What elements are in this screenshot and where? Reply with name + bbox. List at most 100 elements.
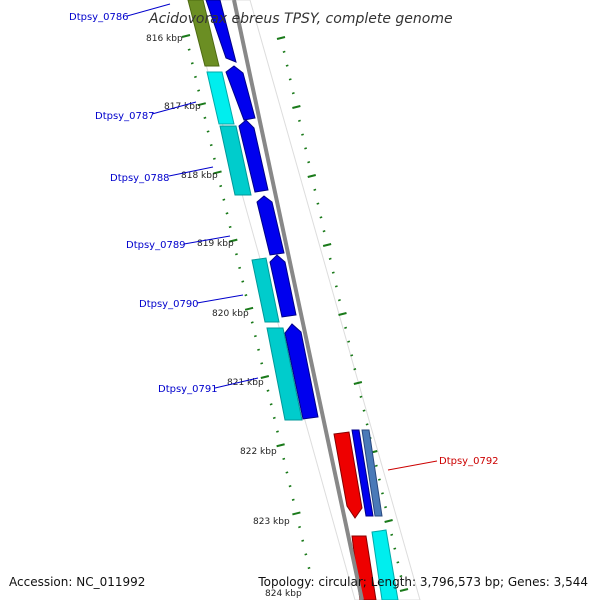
minor-tick xyxy=(390,533,394,536)
gene-label-0787[interactable]: Dtpsy_0787 xyxy=(95,111,155,122)
minor-tick xyxy=(250,321,254,324)
minor-tick xyxy=(297,119,301,122)
minor-tick xyxy=(266,389,270,392)
minor-tick xyxy=(316,202,320,205)
minor-tick xyxy=(337,299,341,302)
gene-arrow-0789[interactable] xyxy=(256,195,285,256)
gene-block-0791[interactable] xyxy=(266,327,303,421)
minor-tick xyxy=(288,484,292,488)
tick-label: 821 kbp xyxy=(227,378,264,388)
major-tick xyxy=(197,102,207,107)
minor-tick xyxy=(272,416,276,420)
minor-tick xyxy=(228,225,232,229)
gene-block-0792-blue[interactable] xyxy=(351,429,374,517)
gene-arrow-0791[interactable] xyxy=(284,323,319,420)
major-tick xyxy=(353,381,363,385)
gene-block-0792-steel[interactable] xyxy=(361,429,383,517)
minor-tick xyxy=(365,423,369,426)
minor-tick xyxy=(328,257,332,260)
gene-arrow-0792[interactable] xyxy=(333,431,363,519)
major-tick xyxy=(292,511,301,516)
minor-tick xyxy=(269,403,273,406)
minor-tick xyxy=(301,539,305,542)
minor-tick xyxy=(347,340,351,343)
minor-tick xyxy=(276,430,279,433)
major-tick xyxy=(229,238,238,243)
minor-tick xyxy=(359,395,363,398)
gene-block-bottom-cyan[interactable] xyxy=(371,529,399,600)
major-tick xyxy=(338,312,347,316)
minor-tick xyxy=(197,89,201,92)
minor-tick xyxy=(396,561,400,564)
minor-tick xyxy=(244,294,248,297)
minor-tick xyxy=(190,62,194,65)
outer-tick-track xyxy=(276,36,409,592)
minor-tick xyxy=(307,566,311,570)
minor-tick xyxy=(331,271,335,274)
gene-label-0788[interactable]: Dtpsy_0788 xyxy=(110,173,170,184)
minor-tick xyxy=(304,147,308,150)
major-tick xyxy=(307,174,316,178)
minor-tick xyxy=(362,409,366,412)
minor-tick xyxy=(219,184,223,188)
minor-tick xyxy=(384,506,388,509)
major-tick xyxy=(244,306,254,311)
genome-title: Acidovorax ebreus TPSY, complete genome xyxy=(148,11,453,27)
gene-label-0792[interactable]: Dtpsy_0792 xyxy=(439,456,499,467)
major-tick xyxy=(276,443,285,448)
gene-arrow-0790[interactable] xyxy=(269,254,297,318)
tick-label: 822 kbp xyxy=(240,447,277,457)
minor-tick xyxy=(381,492,384,495)
minor-tick xyxy=(291,498,295,501)
gene-block-olive[interactable] xyxy=(187,0,220,67)
gene-label-leaders xyxy=(126,3,438,471)
minor-tick xyxy=(225,212,229,215)
tick-label: 818 kbp xyxy=(181,171,218,181)
minor-tick xyxy=(241,280,245,283)
tick-label: 819 kbp xyxy=(197,239,234,249)
minor-tick xyxy=(374,464,378,467)
major-tick xyxy=(322,243,332,247)
gene-arrow-0787[interactable] xyxy=(225,65,256,121)
major-tick xyxy=(276,36,286,40)
minor-tick xyxy=(319,216,323,219)
minor-tick xyxy=(304,553,308,556)
major-tick xyxy=(399,588,409,592)
accession-text: Accession: NC_011992 xyxy=(9,575,145,589)
genome-backbone xyxy=(232,0,364,600)
minor-tick xyxy=(209,143,213,147)
tick-label: 823 kbp xyxy=(253,517,290,527)
gene-label-0791[interactable]: Dtpsy_0791 xyxy=(158,384,218,395)
minor-tick xyxy=(257,348,260,351)
minor-tick xyxy=(344,326,348,329)
gene-label-0789[interactable]: Dtpsy_0789 xyxy=(126,240,186,251)
major-tick xyxy=(181,34,191,38)
minor-tick xyxy=(235,253,238,256)
minor-tick xyxy=(353,368,357,371)
gene-blocks xyxy=(187,0,399,600)
minor-tick xyxy=(285,64,289,67)
minor-tick xyxy=(222,198,226,201)
minor-tick xyxy=(282,50,286,53)
gene-block-0787[interactable] xyxy=(206,71,235,125)
gene-arrow-0788[interactable] xyxy=(238,119,269,193)
gene-label-0790[interactable]: Dtpsy_0790 xyxy=(139,299,199,310)
minor-tick xyxy=(288,78,292,81)
gene-arrow-0786[interactable] xyxy=(205,0,237,63)
major-tick xyxy=(213,170,222,175)
minor-tick xyxy=(206,130,210,133)
minor-tick xyxy=(187,48,191,51)
gene-block-0788[interactable] xyxy=(219,125,252,196)
gene-block-0790[interactable] xyxy=(251,257,280,323)
genome-summary: Topology: circular; Length: 3,796,573 bp… xyxy=(257,575,588,589)
minor-tick xyxy=(322,230,326,233)
minor-tick xyxy=(203,116,207,120)
tick-label: 820 kbp xyxy=(212,309,249,319)
minor-tick xyxy=(194,75,197,79)
minor-tick xyxy=(291,92,295,95)
minor-tick xyxy=(298,525,301,529)
minor-tick xyxy=(212,157,216,160)
gene-labels: Dtpsy_0786 Dtpsy_0787 Dtpsy_0788 Dtpsy_0… xyxy=(69,12,499,467)
gene-label-0786[interactable]: Dtpsy_0786 xyxy=(69,12,129,23)
minor-tick xyxy=(307,161,311,164)
